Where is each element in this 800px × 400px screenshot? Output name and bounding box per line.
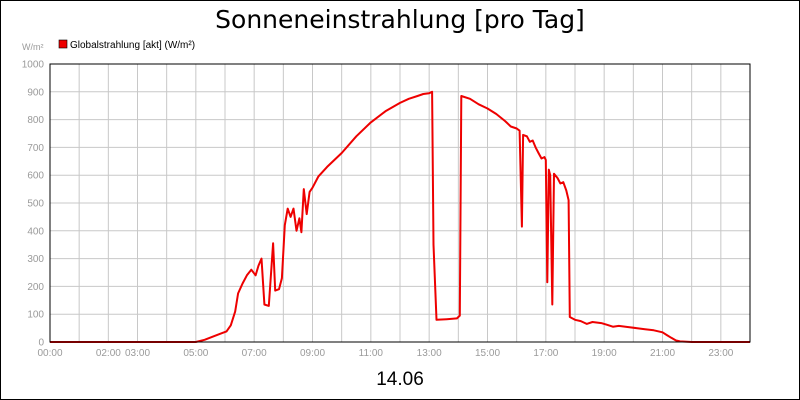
chart-title: Sonneneinstrahlung [pro Tag] <box>215 5 585 34</box>
x-tick-label: 19:00 <box>592 348 617 359</box>
y-tick-label: 0 <box>38 338 44 349</box>
y-tick-label: 200 <box>27 282 44 293</box>
y-tick-label: 400 <box>27 226 44 237</box>
y-tick-label: 500 <box>27 199 44 210</box>
x-tick-label: 13:00 <box>417 348 442 359</box>
x-tick-label: 23:00 <box>708 348 733 359</box>
y-axis-ticks: 0 100 200 300 400 500 600 700 800 900 1000 <box>22 60 45 349</box>
y-tick-label: 800 <box>27 115 44 126</box>
x-tick-label: 02:00 <box>96 348 121 359</box>
x-tick-label: 15:00 <box>475 348 500 359</box>
x-tick-label: 11:00 <box>359 348 384 359</box>
x-tick-label: 07:00 <box>242 348 267 359</box>
x-tick-label: 09:00 <box>300 348 325 359</box>
x-axis-ticks: 00:00 02:00 03:00 05:00 07:00 09:00 11:00 13:00… <box>37 348 733 359</box>
y-tick-label: 900 <box>27 87 44 98</box>
x-tick-label: 00:00 <box>37 348 62 359</box>
grid-lines <box>50 64 750 342</box>
x-tick-label: 03:00 <box>125 348 150 359</box>
legend-swatch <box>58 39 68 49</box>
x-tick-label: 05:00 <box>183 348 208 359</box>
x-tick-label: 21:00 <box>650 348 675 359</box>
y-tick-label: 600 <box>27 171 44 182</box>
y-axis-unit-label: W/m² <box>22 42 44 52</box>
date-label: 14.06 <box>376 369 424 390</box>
y-tick-label: 1000 <box>22 60 45 71</box>
y-tick-label: 700 <box>27 143 44 154</box>
x-tick-label: 17:00 <box>533 348 558 359</box>
y-tick-label: 300 <box>27 254 44 265</box>
y-tick-label: 100 <box>27 310 44 321</box>
series-line-globalstrahlung <box>50 90 750 343</box>
plot-border <box>49 63 751 343</box>
legend-label: Globalstrahlung [akt] (W/m²) <box>70 40 195 51</box>
